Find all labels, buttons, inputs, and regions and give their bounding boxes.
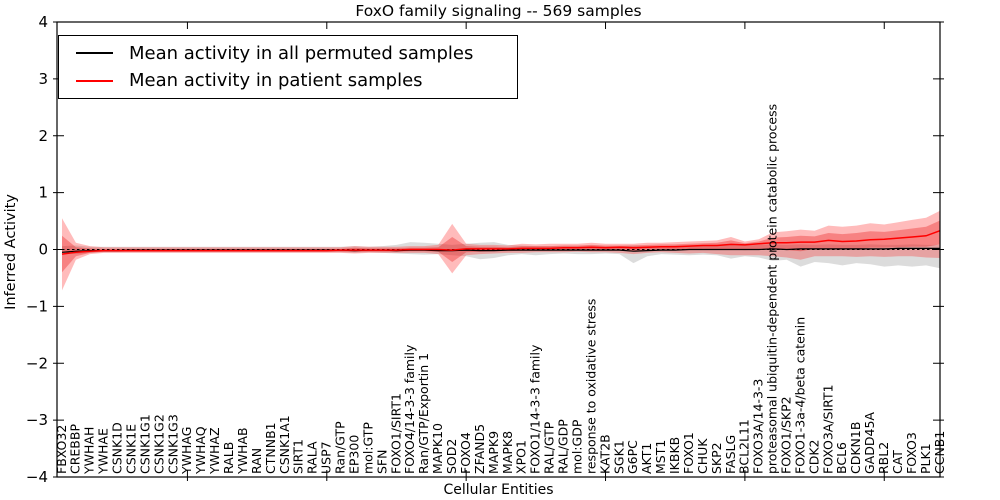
- x-tick-label: response to oxidative stress: [583, 299, 598, 474]
- x-tick-label: Ran/GTP: [333, 421, 348, 474]
- x-tick-label: IKBKB: [667, 437, 682, 474]
- x-tick-label: CCNB1: [932, 431, 947, 474]
- y-tick-label: 3: [38, 70, 48, 88]
- x-tick-label: FOXO1/14-3-3 family: [528, 344, 543, 474]
- x-tick-label: MAPK8: [500, 431, 515, 474]
- x-tick-label: ZFAND5: [472, 424, 487, 474]
- y-tick-label: −2: [26, 354, 48, 372]
- x-tick-label: FOXO1: [681, 432, 696, 474]
- x-tick-label: CHUK: [695, 438, 710, 474]
- x-tick-label: FOXO1-3a-4/beta catenin: [792, 317, 807, 474]
- x-tick-label: YWHAZ: [207, 427, 222, 475]
- x-tick-label: mol:GTP: [360, 422, 375, 474]
- legend-label-patient: Mean activity in patient samples: [129, 70, 423, 92]
- x-tick-label: proteasomal ubiquitin-dependent protein …: [765, 104, 780, 474]
- y-tick-label: −4: [26, 468, 48, 486]
- x-tick-label: SGK1: [611, 440, 626, 474]
- x-tick-label: CDK2: [806, 439, 821, 474]
- x-tick-label: mol:GDP: [570, 419, 585, 474]
- x-tick-label: SKP2: [709, 442, 724, 474]
- x-tick-label: CREBBP: [68, 424, 83, 474]
- patient-mean-line: [61, 229, 941, 255]
- x-tick-label: CSNK1E: [124, 424, 139, 474]
- x-tick-label: AKT1: [639, 443, 654, 474]
- y-tick-label: 4: [38, 13, 48, 31]
- x-tick-label: KAT2B: [597, 434, 612, 474]
- red-line-swatch-icon: [76, 79, 113, 82]
- legend-label-permuted: Mean activity in all permuted samples: [129, 42, 474, 64]
- legend-item-permuted: Mean activity in all permuted samples: [59, 43, 517, 64]
- x-tick-label: MST1: [653, 440, 668, 474]
- x-tick-label: EP300: [347, 435, 362, 474]
- x-tick-label: CSNK1A1: [277, 415, 292, 474]
- x-tick-label: CDKN1B: [848, 422, 863, 474]
- x-tick-label: MAPK10: [430, 423, 445, 474]
- x-tick-label: G6PC: [625, 440, 640, 474]
- legend-item-patient: Mean activity in patient samples: [59, 70, 517, 91]
- y-tick-label: 0: [38, 241, 48, 259]
- x-tick-label: FOXO3A/14-3-3: [751, 379, 766, 474]
- legend-box: Mean activity in all permuted samples Me…: [58, 35, 518, 99]
- x-tick-label: SOD2: [444, 439, 459, 474]
- permuted-band: [62, 242, 940, 269]
- x-tick-label: SFN: [374, 450, 389, 474]
- x-tick-label: CAT: [890, 450, 905, 474]
- x-tick-label: SIRT1: [291, 439, 306, 474]
- x-tick-label: FOXO3: [904, 432, 919, 474]
- y-tick-label: 2: [38, 127, 48, 145]
- y-tick-label: −3: [26, 411, 48, 429]
- x-tick-label: RALB: [221, 442, 236, 474]
- x-tick-label: CTNNB1: [263, 422, 278, 474]
- x-tick-label: FOXO4/14-3-3 family: [402, 344, 417, 474]
- x-tick-label: RBL2: [876, 442, 891, 474]
- x-tick-label: CSNK1G2: [151, 414, 166, 474]
- x-tick-label: YWHAB: [235, 427, 250, 475]
- x-tick-label: RAN: [249, 448, 264, 474]
- x-tick-label: YWHAE: [96, 428, 111, 475]
- y-axis-title: Inferred Activity: [3, 194, 19, 310]
- x-tick-label: RAL/GDP: [556, 419, 571, 474]
- x-tick-label: CSNK1G1: [137, 414, 152, 474]
- x-tick-label: BCL6: [834, 442, 849, 474]
- x-tick-label: GADD45A: [862, 412, 877, 474]
- x-tick-label: USP7: [319, 441, 334, 474]
- x-tick-label: FASLG: [723, 435, 738, 474]
- patient-band-inner: [62, 220, 940, 273]
- chart-title: FoxO family signaling -- 569 samples: [355, 2, 642, 20]
- x-tick-label: FOXO1/SKP2: [779, 396, 794, 474]
- x-tick-label: FOXO4: [458, 432, 473, 474]
- x-tick-label: CSNK1G3: [165, 414, 180, 474]
- y-tick-label: −1: [26, 297, 48, 315]
- x-tick-label: RALA: [305, 441, 320, 474]
- black-line-swatch-icon: [76, 52, 113, 55]
- x-tick-label: RAL/GTP: [542, 421, 557, 474]
- x-tick-label: YWHAQ: [193, 426, 208, 475]
- x-tick-label: BCL2L11: [737, 419, 752, 474]
- x-tick-label: CSNK1D: [110, 422, 125, 474]
- x-tick-label: YWHAH: [82, 427, 97, 475]
- x-tick-label: MAPK9: [486, 431, 501, 474]
- x-tick-label: Ran/GTP/Exportin 1: [416, 353, 431, 474]
- x-tick-label: FOXO3A/SIRT1: [820, 384, 835, 474]
- x-tick-label: PLK1: [918, 443, 933, 474]
- x-tick-label: XPO1: [514, 440, 529, 474]
- y-tick-label: 1: [38, 184, 48, 202]
- x-tick-label: FOXO1/SIRT1: [388, 393, 403, 474]
- x-axis-title: Cellular Entities: [443, 482, 554, 498]
- x-tick-label: FBXO32: [54, 425, 69, 474]
- x-tick-label: YWHAG: [179, 427, 194, 475]
